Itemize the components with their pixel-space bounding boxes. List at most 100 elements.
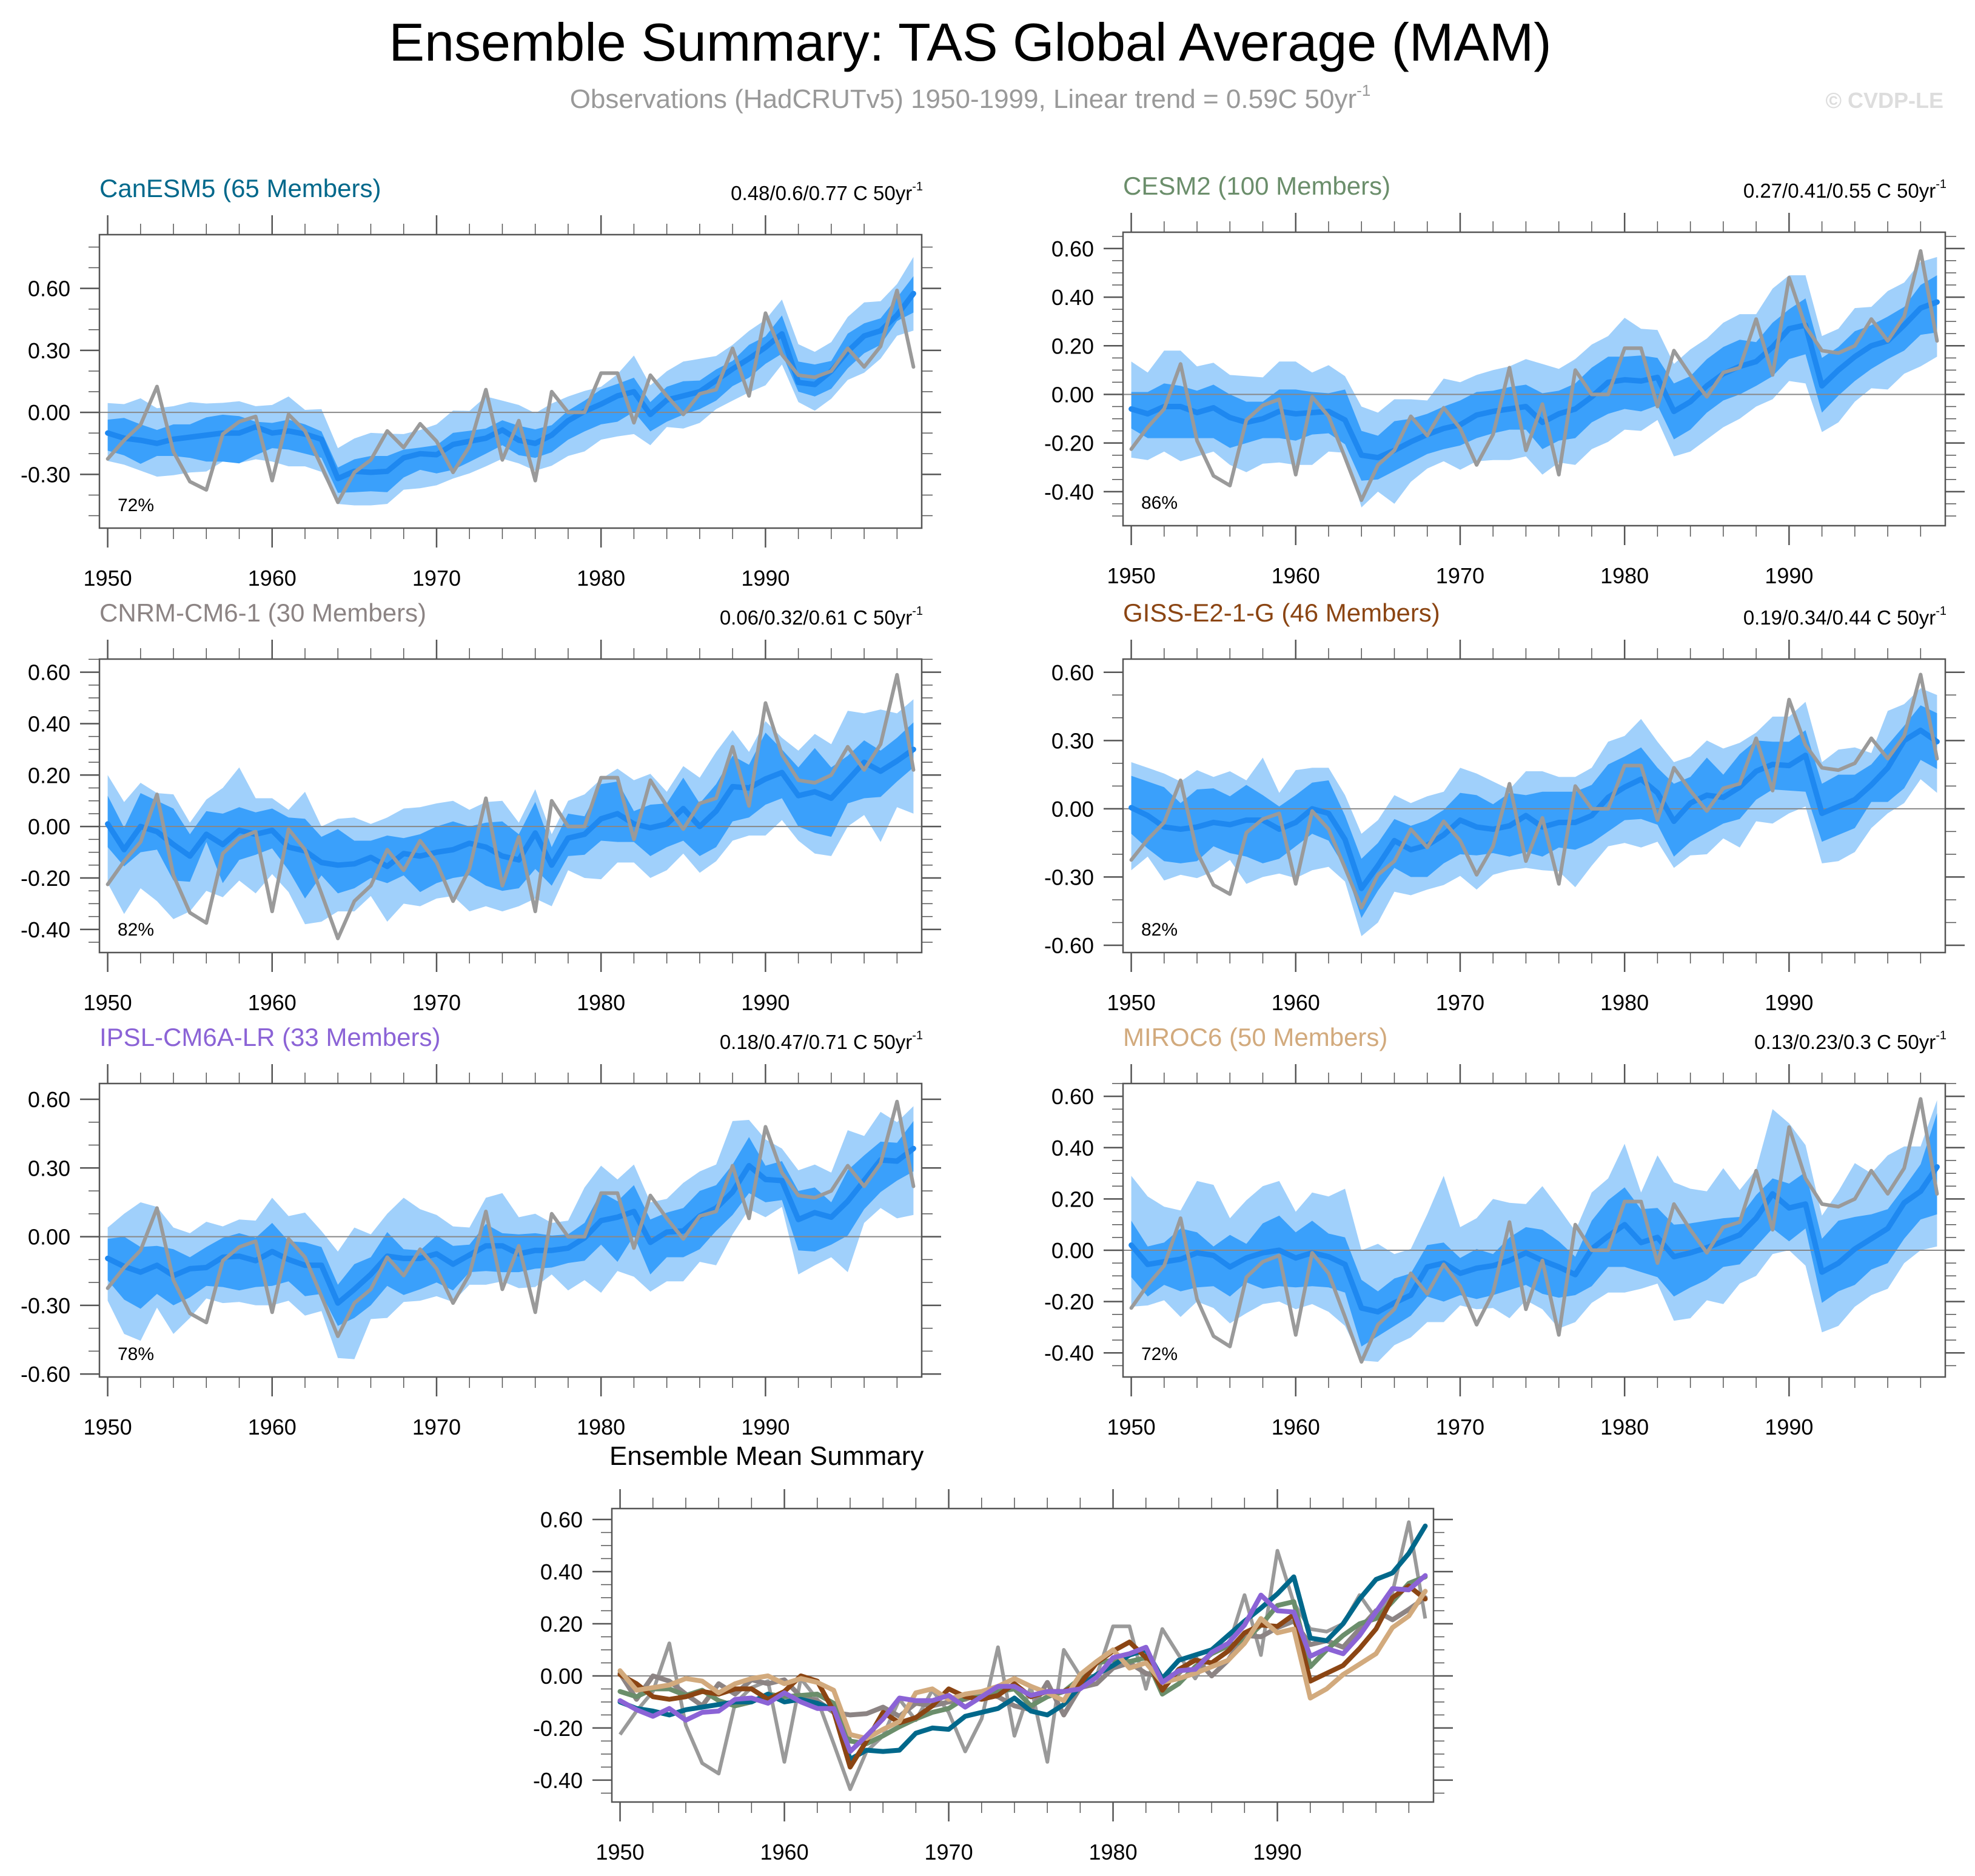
y-tick-label: 0.40: [540, 1559, 583, 1584]
plot-area: [612, 1520, 1433, 1791]
y-tick-label: 0.30: [28, 338, 70, 363]
plot-area: [1123, 249, 1945, 508]
y-tick-label: 0.00: [28, 1225, 70, 1250]
trend-label: 0.18/0.47/0.71 C 50yr-1: [720, 1029, 923, 1053]
x-tick-label: 1990: [1765, 990, 1813, 1015]
x-tick-label: 1960: [1272, 990, 1320, 1015]
x-tick-label: 1980: [1600, 563, 1649, 588]
y-tick-label: 0.30: [1051, 728, 1094, 753]
trend-superscript: -1: [1936, 178, 1946, 191]
ensemble-mean-line: [105, 1145, 916, 1306]
percent-label: 82%: [1141, 920, 1178, 940]
percent-label: 82%: [118, 920, 154, 940]
trend-superscript: -1: [912, 180, 923, 193]
y-tick-label: -0.20: [1044, 1290, 1094, 1315]
observations-line: [106, 672, 916, 940]
percent-label: 72%: [1141, 1344, 1178, 1364]
percent-label: 78%: [118, 1344, 154, 1364]
summary-title: Ensemble Mean Summary: [609, 1441, 924, 1471]
y-tick-label: 0.00: [28, 814, 70, 839]
y-tick-label: -0.30: [21, 462, 70, 487]
y-tick-label: 0.30: [28, 1156, 70, 1181]
percent-label: 72%: [118, 495, 154, 515]
plot-frame: [1122, 1082, 1946, 1378]
observations-line: [106, 289, 916, 504]
ensemble-mean-line: [1128, 1164, 1940, 1315]
observations-line: [106, 1099, 916, 1338]
x-tick-label: 1970: [1436, 990, 1484, 1015]
x-tick-label: 1990: [1765, 1415, 1813, 1439]
y-tick-label: -0.20: [21, 866, 70, 891]
y-tick-label: -0.30: [21, 1293, 70, 1318]
x-tick-label: 1970: [925, 1840, 973, 1864]
subtitle-text: Observations (HadCRUTv5) 1950-1999, Line…: [570, 84, 1356, 114]
x-tick-label: 1950: [596, 1840, 645, 1864]
ensemble-mean-line: [1128, 727, 1940, 891]
x-tick-label: 1950: [1107, 1415, 1156, 1439]
trend-label: 0.13/0.23/0.3 C 50yr-1: [1754, 1029, 1946, 1053]
trend-text: 0.18/0.47/0.71 C 50yr: [720, 1031, 912, 1053]
y-tick-label: -0.20: [1044, 431, 1094, 456]
inner-range-band: [1131, 705, 1937, 918]
panel-title: IPSL-CM6A-LR (33 Members): [99, 1023, 440, 1051]
summary-line-observations: [619, 1520, 1427, 1791]
y-tick-label: 0.60: [1051, 1084, 1094, 1109]
y-tick-label: 0.60: [1051, 236, 1094, 261]
x-tick-label: 1980: [1089, 1840, 1138, 1864]
percent-label: 86%: [1141, 493, 1178, 513]
y-tick-label: 0.20: [540, 1612, 583, 1636]
x-tick-label: 1970: [1436, 1415, 1484, 1439]
panel-cnrm-cm6-1: CNRM-CM6-1 (30 Members) 0.06/0.32/0.61 C …: [21, 598, 941, 1015]
x-tick-label: 1970: [412, 566, 461, 591]
observations-line: [1129, 1097, 1939, 1364]
y-tick-label: 0.60: [28, 276, 70, 301]
figure-title: Ensemble Summary: TAS Global Average (MA…: [389, 12, 1551, 72]
copyright-label: © CVDP-LE: [1825, 88, 1943, 113]
outer-range-band: [107, 256, 914, 506]
plot-frame: [1122, 231, 1946, 527]
y-tick-label: -0.40: [1044, 1341, 1094, 1365]
x-tick-label: 1980: [1600, 990, 1649, 1015]
trend-superscript: -1: [912, 605, 923, 618]
panel-miroc6: MIROC6 (50 Members) 0.13/0.23/0.3 C 50yr-…: [1044, 1023, 1965, 1439]
trend-text: 0.27/0.41/0.55 C 50yr: [1743, 179, 1936, 202]
plot-area: [99, 256, 922, 506]
x-tick-label: 1990: [1765, 563, 1813, 588]
trend-superscript: -1: [912, 1029, 923, 1042]
trend-text: 0.19/0.34/0.44 C 50yr: [1743, 606, 1936, 629]
y-tick-label: -0.30: [1044, 865, 1094, 889]
panel-title: MIROC6 (50 Members): [1123, 1023, 1387, 1051]
trend-text: 0.06/0.32/0.61 C 50yr: [720, 606, 912, 629]
trend-text: 0.48/0.6/0.77 C 50yr: [731, 182, 912, 204]
ensemble-mean-line: [1128, 299, 1940, 461]
y-tick-label: -0.20: [533, 1716, 583, 1741]
trend-label: 0.48/0.6/0.77 C 50yr-1: [731, 180, 923, 204]
x-tick-label: 1970: [1436, 563, 1484, 588]
y-tick-label: 0.60: [28, 1087, 70, 1112]
x-tick-label: 1960: [248, 990, 297, 1015]
x-tick-label: 1990: [741, 990, 790, 1015]
trend-label: 0.06/0.32/0.61 C 50yr-1: [720, 605, 923, 629]
x-tick-label: 1980: [577, 566, 625, 591]
y-tick-label: -0.60: [1044, 933, 1094, 958]
y-tick-label: 0.40: [28, 711, 70, 736]
y-tick-label: 0.20: [28, 763, 70, 788]
plot-area: [1123, 672, 1945, 936]
x-tick-label: 1950: [84, 990, 132, 1015]
x-tick-label: 1960: [1272, 1415, 1320, 1439]
y-tick-label: 0.00: [1051, 382, 1094, 407]
y-tick-label: 0.60: [1051, 660, 1094, 685]
x-tick-label: 1950: [1107, 990, 1156, 1015]
plot-frame: [98, 658, 923, 954]
plot-frame: [98, 1082, 923, 1378]
subtitle-superscript: -1: [1356, 81, 1370, 99]
plot-area: [99, 1099, 922, 1359]
plot-area: [99, 672, 922, 940]
x-tick-label: 1960: [1272, 563, 1320, 588]
trend-text: 0.13/0.23/0.3 C 50yr: [1754, 1031, 1936, 1053]
panels-group: CanESM5 (65 Members) 0.48/0.6/0.77 C 50yr…: [21, 172, 1965, 1864]
panel-ensemble-mean-summary: Ensemble Mean Summary 1950 1960 1970 1980 199…: [533, 1441, 1453, 1864]
y-tick-label: 0.20: [1051, 1187, 1094, 1211]
x-tick-label: 1990: [1253, 1840, 1302, 1864]
